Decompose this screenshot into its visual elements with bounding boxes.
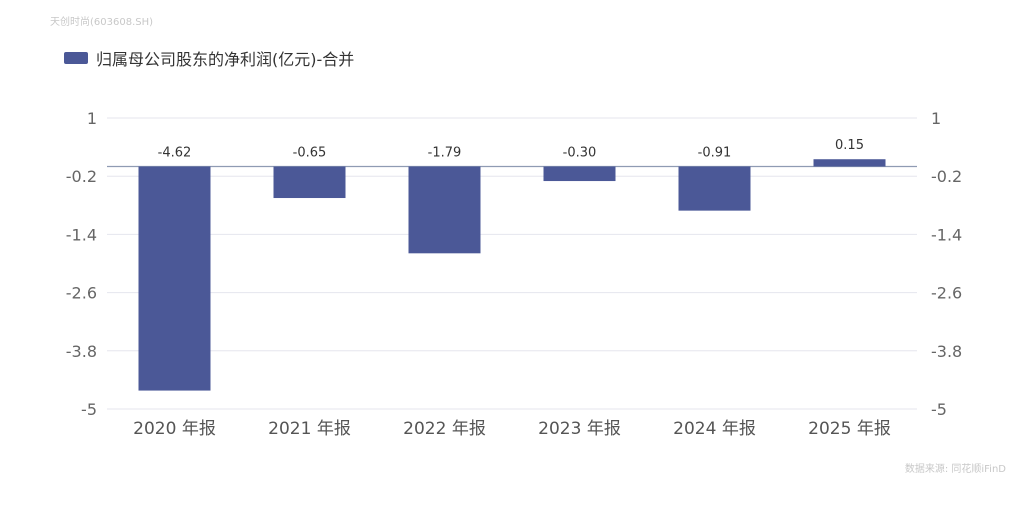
- data-label: 0.15: [835, 138, 864, 153]
- y-tick-label-left: -3.8: [66, 342, 97, 361]
- y-tick-label-left: -5: [81, 400, 97, 419]
- y-tick-label-left: -1.4: [66, 225, 97, 244]
- data-label: -0.91: [698, 146, 732, 161]
- bar: [678, 166, 751, 211]
- data-label: -0.65: [293, 146, 327, 161]
- y-tick-label-right: -3.8: [931, 342, 962, 361]
- x-tick-label: 2024 年报: [673, 419, 756, 439]
- bar: [543, 166, 616, 182]
- y-tick-label-right: -0.2: [931, 167, 962, 186]
- data-label: -0.30: [563, 146, 597, 161]
- data-label: -1.79: [428, 146, 462, 161]
- legend-swatch: [64, 52, 88, 64]
- legend-label: 归属母公司股东的净利润(亿元)-合并: [96, 50, 355, 69]
- bar: [273, 166, 346, 199]
- y-tick-label-left: 1: [87, 109, 97, 128]
- watermark: 天创时尚(603608.SH): [50, 17, 154, 28]
- bar: [138, 166, 211, 391]
- x-tick-label: 2023 年报: [538, 419, 621, 439]
- bar: [408, 166, 481, 254]
- y-tick-label-left: -2.6: [66, 284, 97, 303]
- data-label: -4.62: [158, 146, 192, 161]
- x-tick-label: 2020 年报: [133, 419, 216, 439]
- y-tick-label-left: -0.2: [66, 167, 97, 186]
- x-tick-label: 2022 年报: [403, 419, 486, 439]
- y-tick-label-right: -1.4: [931, 225, 962, 244]
- bar: [813, 159, 886, 167]
- legend: 归属母公司股东的净利润(亿元)-合并: [64, 46, 354, 70]
- y-tick-label-right: 1: [931, 109, 941, 128]
- x-tick-label: 2025 年报: [808, 419, 891, 439]
- x-tick-label: 2021 年报: [268, 419, 351, 439]
- y-tick-label-right: -5: [931, 400, 947, 419]
- source-note: 数据来源: 同花顺iFinD: [904, 464, 1006, 475]
- y-tick-label-right: -2.6: [931, 284, 962, 303]
